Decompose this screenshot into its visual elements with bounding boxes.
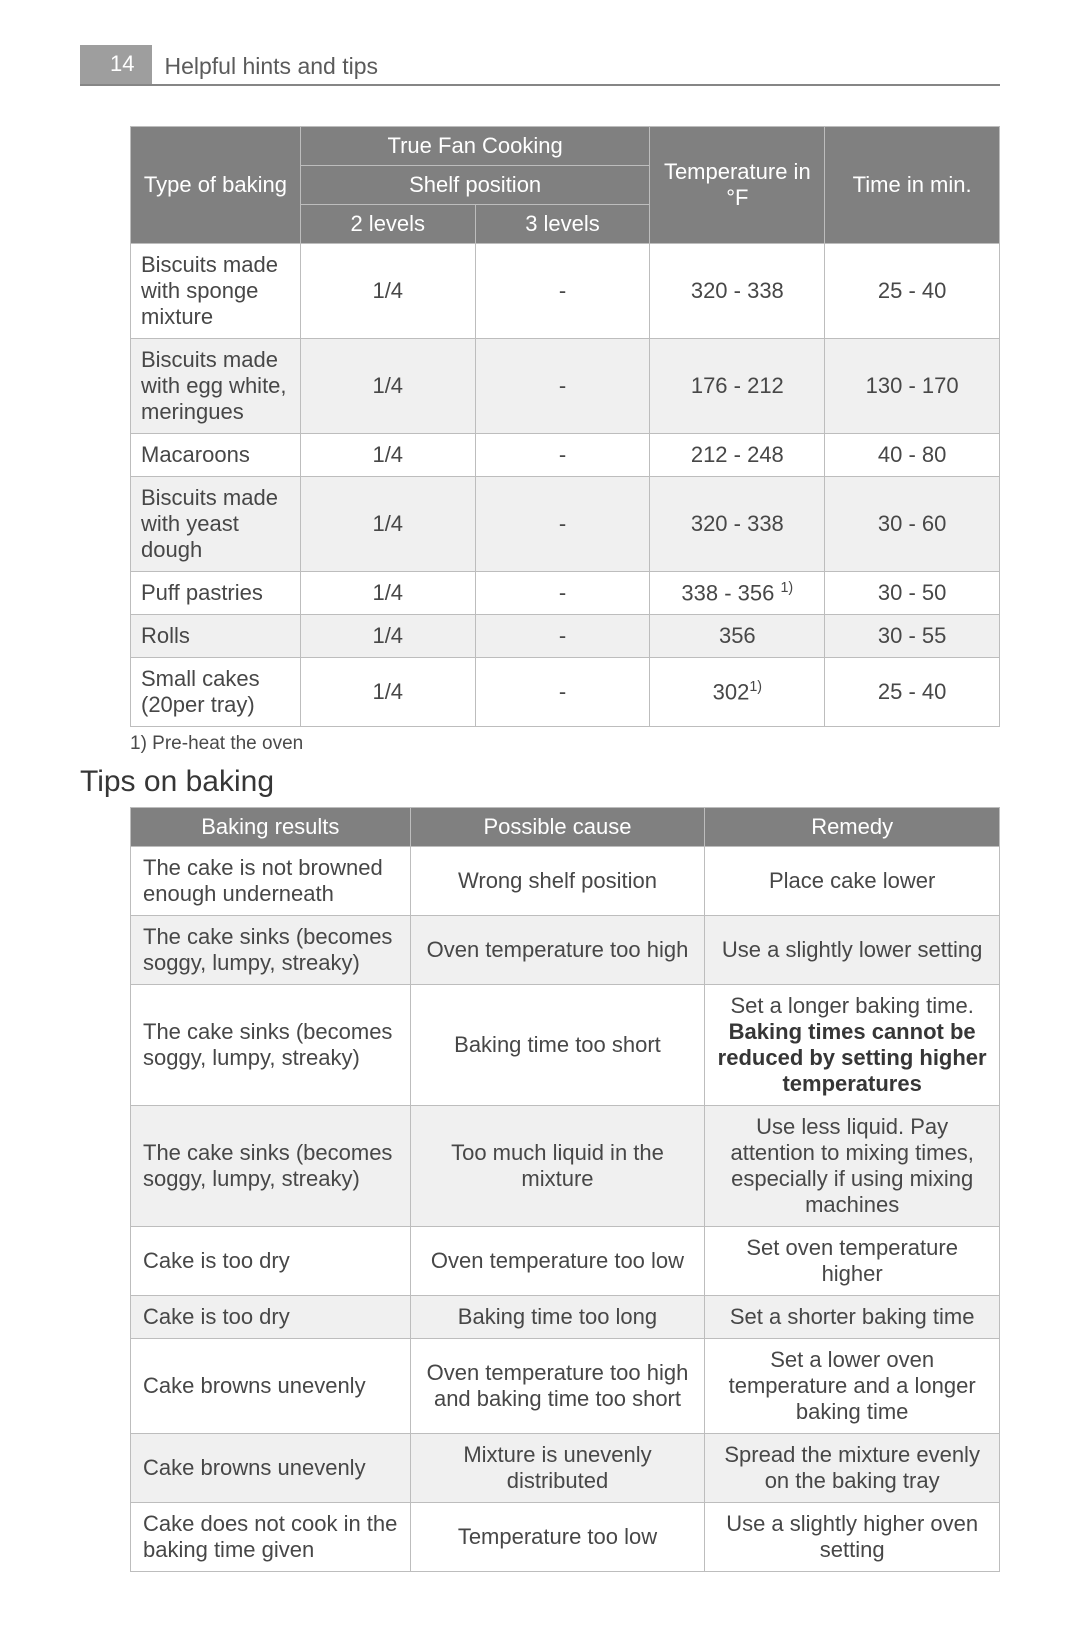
cell-cause: Oven temperature too low xyxy=(410,1227,705,1296)
cell-type: Biscuits made with yeast dough xyxy=(131,477,301,572)
cell-cause: Oven temperature too high xyxy=(410,916,705,985)
cell-result: Cake browns unevenly xyxy=(131,1434,411,1503)
cell-2-levels: 1/4 xyxy=(300,477,475,572)
table-row: Cake browns unevenlyOven temperature too… xyxy=(131,1339,1000,1434)
table-head: Type of baking True Fan Cooking Temperat… xyxy=(131,127,1000,244)
baking-fan-cooking-table: Type of baking True Fan Cooking Temperat… xyxy=(130,126,1000,727)
col-results: Baking results xyxy=(131,808,411,847)
cell-type: Biscuits made with sponge mixture xyxy=(131,244,301,339)
cell-result: Cake does not cook in the baking time gi… xyxy=(131,1503,411,1572)
col-type: Type of baking xyxy=(131,127,301,244)
table-row: The cake sinks (becomes soggy, lumpy, st… xyxy=(131,1106,1000,1227)
cell-time: 25 - 40 xyxy=(825,658,1000,727)
cell-time: 30 - 60 xyxy=(825,477,1000,572)
col-2-levels: 2 levels xyxy=(300,205,475,244)
cell-remedy: Use a slightly lower setting xyxy=(705,916,1000,985)
baking-results-table: Baking results Possible cause Remedy The… xyxy=(130,807,1000,1572)
table-row: Cake is too dryOven temperature too lowS… xyxy=(131,1227,1000,1296)
cell-3-levels: - xyxy=(475,572,650,615)
tips-heading: Tips on baking xyxy=(80,765,1000,799)
cell-remedy: Set a shorter baking time xyxy=(705,1296,1000,1339)
cell-remedy: Place cake lower xyxy=(705,847,1000,916)
cell-cause: Temperature too low xyxy=(410,1503,705,1572)
cell-2-levels: 1/4 xyxy=(300,572,475,615)
cell-2-levels: 1/4 xyxy=(300,615,475,658)
page-header: 14 Helpful hints and tips xyxy=(80,45,1000,86)
cell-time: 30 - 50 xyxy=(825,572,1000,615)
cell-cause: Baking time too long xyxy=(410,1296,705,1339)
table-row: Rolls1/4-35630 - 55 xyxy=(131,615,1000,658)
cell-cause: Wrong shelf position xyxy=(410,847,705,916)
cell-cause: Oven temperature too high and baking tim… xyxy=(410,1339,705,1434)
cell-3-levels: - xyxy=(475,339,650,434)
table-row: Small cakes (20per tray)1/4-3021)25 - 40 xyxy=(131,658,1000,727)
cell-type: Rolls xyxy=(131,615,301,658)
cell-result: The cake sinks (becomes soggy, lumpy, st… xyxy=(131,1106,411,1227)
cell-remedy: Use less liquid. Pay attention to mixing… xyxy=(705,1106,1000,1227)
cell-remedy: Set oven temperature higher xyxy=(705,1227,1000,1296)
cell-type: Biscuits made with egg white, meringues xyxy=(131,339,301,434)
cell-time: 25 - 40 xyxy=(825,244,1000,339)
cell-result: The cake sinks (becomes soggy, lumpy, st… xyxy=(131,985,411,1106)
cell-temperature: 320 - 338 xyxy=(650,477,825,572)
cell-temperature: 356 xyxy=(650,615,825,658)
table-head: Baking results Possible cause Remedy xyxy=(131,808,1000,847)
cell-temperature: 3021) xyxy=(650,658,825,727)
cell-result: The cake is not browned enough underneat… xyxy=(131,847,411,916)
cell-3-levels: - xyxy=(475,244,650,339)
cell-remedy: Set a lower oven temperature and a longe… xyxy=(705,1339,1000,1434)
cell-3-levels: - xyxy=(475,615,650,658)
cell-temperature: 212 - 248 xyxy=(650,434,825,477)
col-shelf-position: Shelf position xyxy=(300,166,649,205)
table-footnote: 1) Pre-heat the oven xyxy=(130,733,1000,755)
col-cause: Possible cause xyxy=(410,808,705,847)
cell-result: Cake browns unevenly xyxy=(131,1339,411,1434)
cell-result: Cake is too dry xyxy=(131,1227,411,1296)
cell-temperature: 176 - 212 xyxy=(650,339,825,434)
cell-type: Puff pastries xyxy=(131,572,301,615)
table-row: Biscuits made with sponge mixture1/4-320… xyxy=(131,244,1000,339)
cell-cause: Mixture is unevenly distributed xyxy=(410,1434,705,1503)
cell-cause: Baking time too short xyxy=(410,985,705,1106)
cell-remedy: Use a slightly higher oven setting xyxy=(705,1503,1000,1572)
cell-3-levels: - xyxy=(475,434,650,477)
table-row: Cake does not cook in the baking time gi… xyxy=(131,1503,1000,1572)
cell-time: 40 - 80 xyxy=(825,434,1000,477)
cell-result: The cake sinks (becomes soggy, lumpy, st… xyxy=(131,916,411,985)
cell-2-levels: 1/4 xyxy=(300,658,475,727)
col-time: Time in min. xyxy=(825,127,1000,244)
page-number-badge: 14 xyxy=(80,45,152,84)
table-row: The cake sinks (becomes soggy, lumpy, st… xyxy=(131,985,1000,1106)
table-row: Cake is too dryBaking time too longSet a… xyxy=(131,1296,1000,1339)
col-fan-cooking: True Fan Cooking xyxy=(300,127,649,166)
cell-time: 30 - 55 xyxy=(825,615,1000,658)
cell-2-levels: 1/4 xyxy=(300,339,475,434)
cell-3-levels: - xyxy=(475,658,650,727)
cell-time: 130 - 170 xyxy=(825,339,1000,434)
table-row: The cake is not browned enough underneat… xyxy=(131,847,1000,916)
cell-remedy: Set a longer baking time. Baking times c… xyxy=(705,985,1000,1106)
cell-temperature: 320 - 338 xyxy=(650,244,825,339)
page-header-title: Helpful hints and tips xyxy=(152,45,378,84)
col-remedy: Remedy xyxy=(705,808,1000,847)
table-row: Puff pastries1/4-338 - 356 1)30 - 50 xyxy=(131,572,1000,615)
cell-remedy: Spread the mixture evenly on the baking … xyxy=(705,1434,1000,1503)
cell-type: Macaroons xyxy=(131,434,301,477)
col-temperature: Temperature in °F xyxy=(650,127,825,244)
cell-type: Small cakes (20per tray) xyxy=(131,658,301,727)
cell-temperature: 338 - 356 1) xyxy=(650,572,825,615)
cell-2-levels: 1/4 xyxy=(300,244,475,339)
cell-cause: Too much liquid in the mixture xyxy=(410,1106,705,1227)
table-row: Biscuits made with yeast dough1/4-320 - … xyxy=(131,477,1000,572)
table-row: Macaroons1/4-212 - 24840 - 80 xyxy=(131,434,1000,477)
cell-result: Cake is too dry xyxy=(131,1296,411,1339)
table-row: The cake sinks (becomes soggy, lumpy, st… xyxy=(131,916,1000,985)
col-3-levels: 3 levels xyxy=(475,205,650,244)
table-row: Biscuits made with egg white, meringues1… xyxy=(131,339,1000,434)
cell-2-levels: 1/4 xyxy=(300,434,475,477)
cell-3-levels: - xyxy=(475,477,650,572)
table-row: Cake browns unevenlyMixture is unevenly … xyxy=(131,1434,1000,1503)
